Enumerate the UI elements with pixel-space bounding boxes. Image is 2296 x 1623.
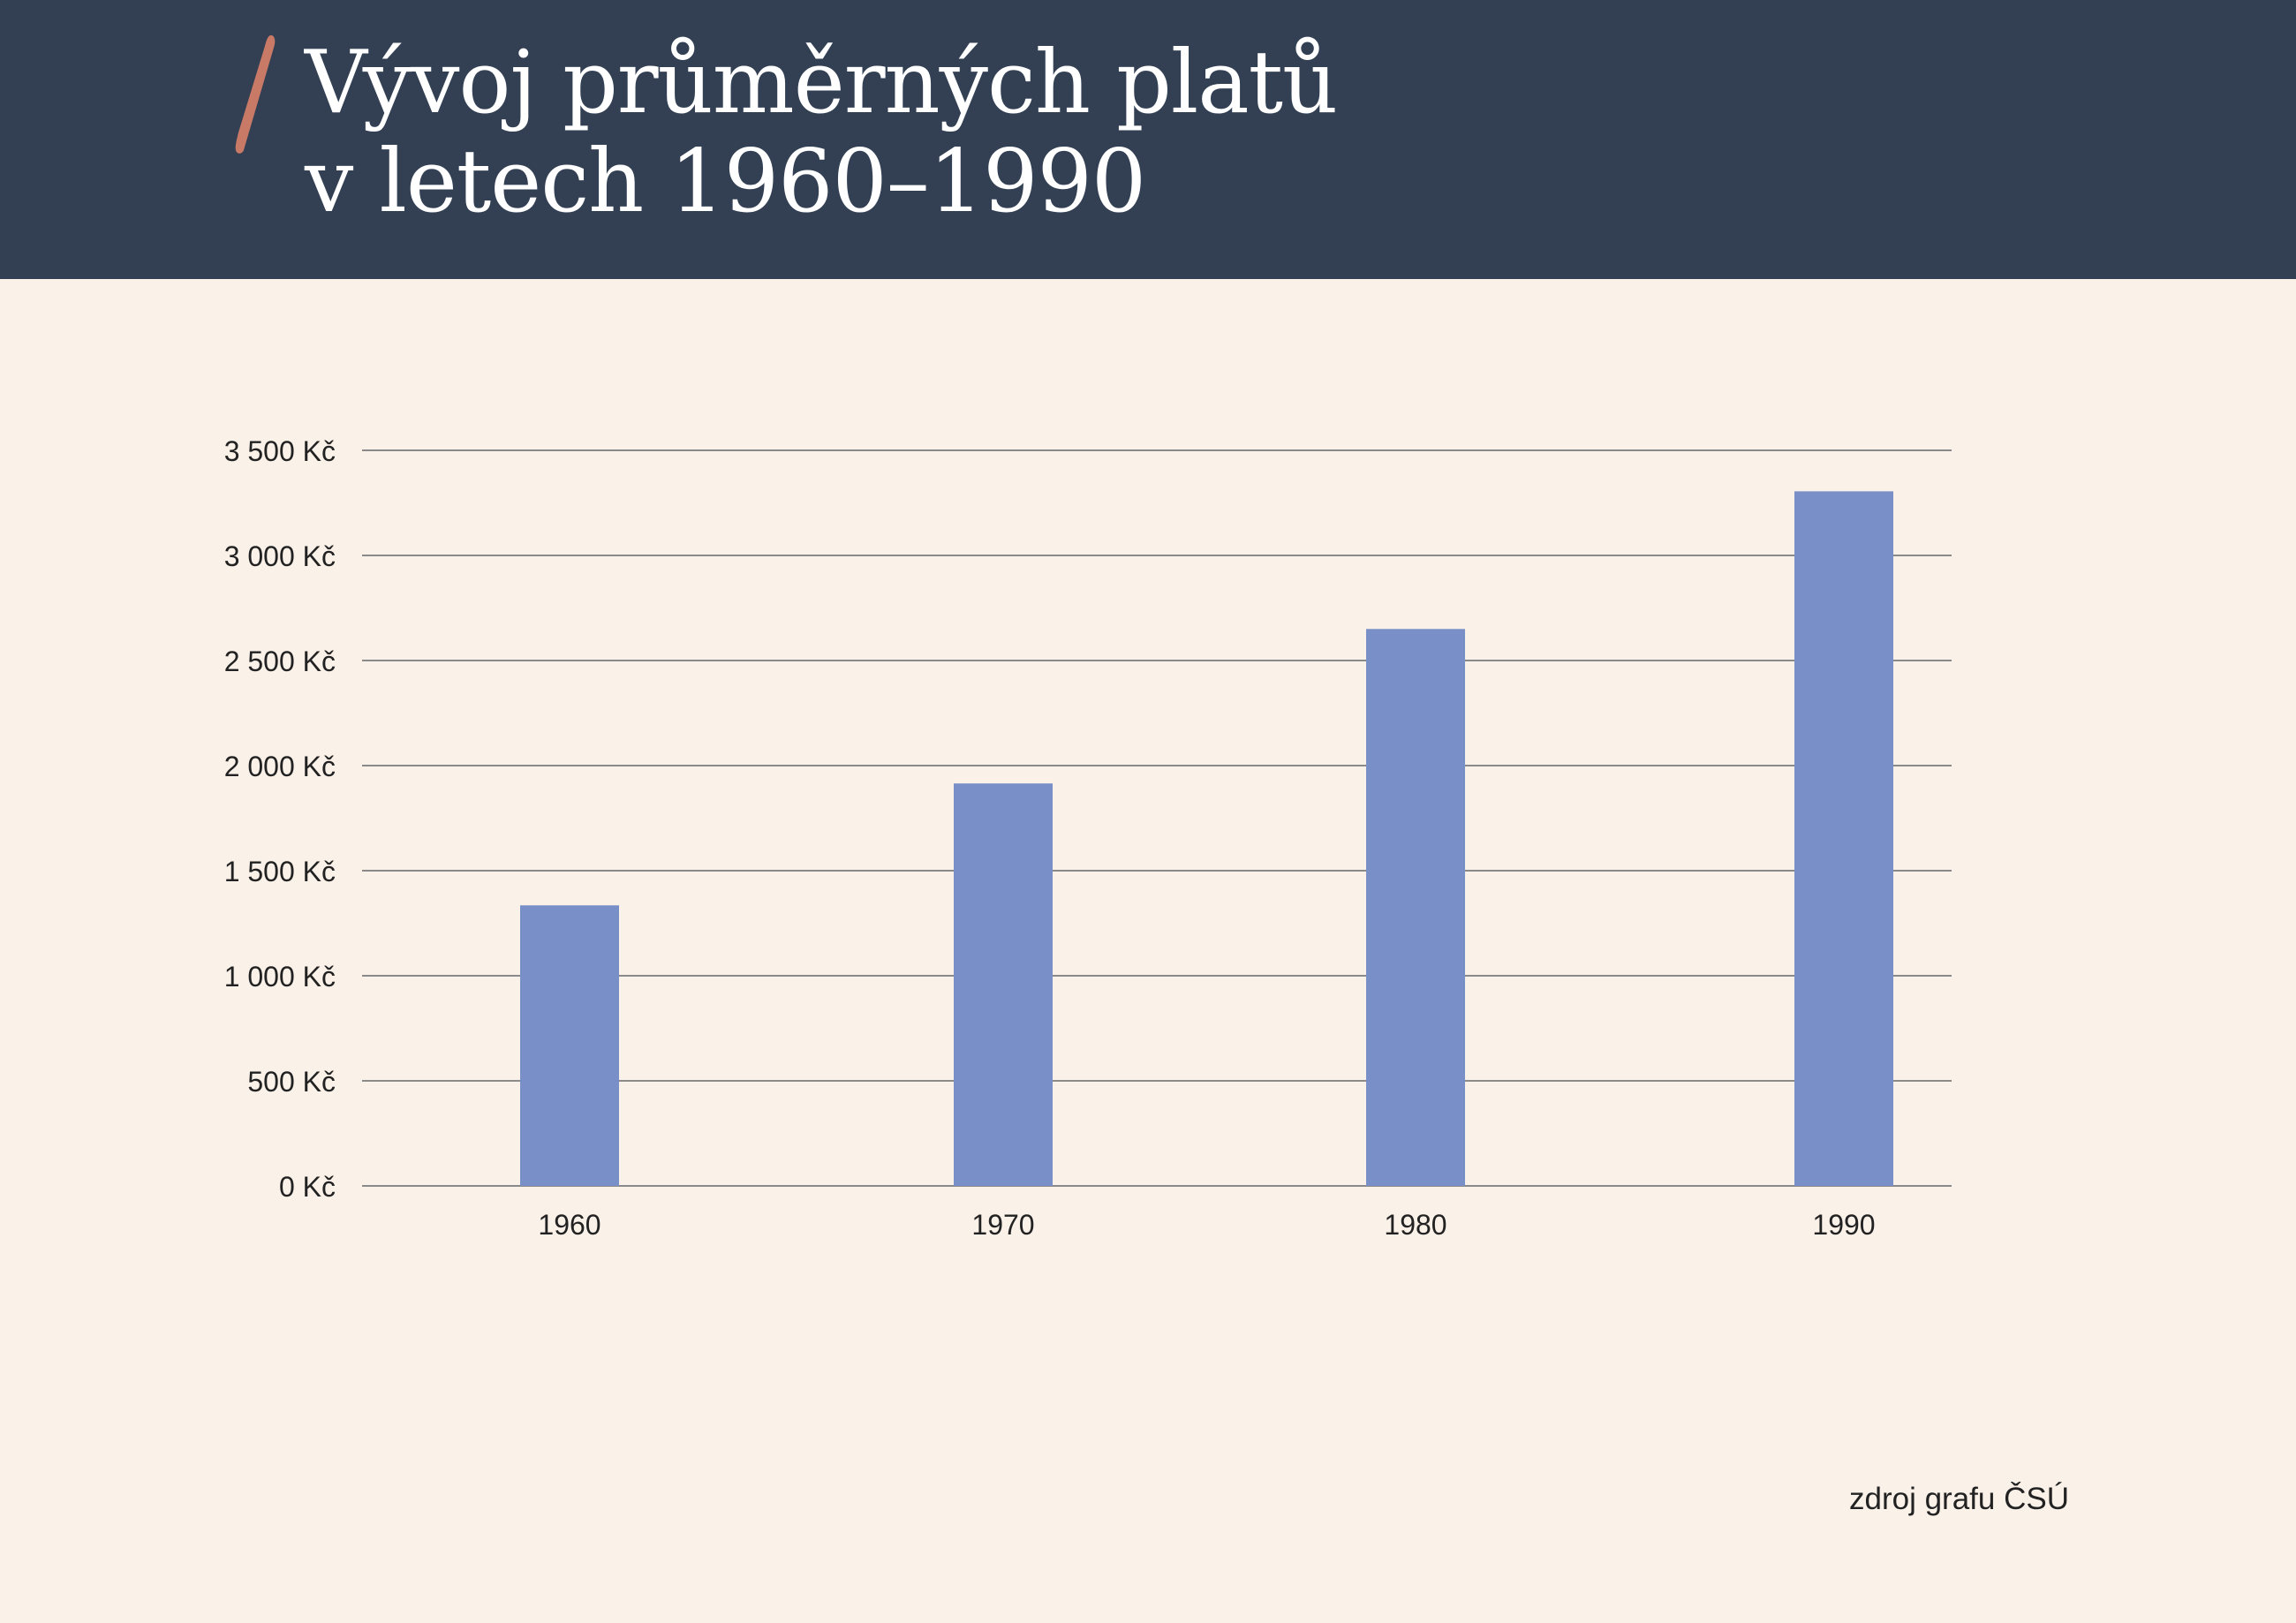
title-line-1: Vývoj průměrných platů	[305, 33, 1338, 133]
bar	[520, 905, 619, 1186]
bar	[1794, 491, 1893, 1186]
y-tick-label: 500 Kč	[247, 1066, 336, 1098]
y-tick-label: 0 Kč	[279, 1171, 336, 1203]
x-tick-label: 1970	[971, 1209, 1034, 1241]
y-tick-label: 3 500 Kč	[224, 435, 336, 467]
header-banner: Vývoj průměrných platů v letech 1960–199…	[0, 0, 2296, 279]
brush-stroke-icon	[235, 34, 276, 154]
y-tick-label: 1 500 Kč	[224, 856, 336, 887]
chart-source-note: zdroj grafu ČSÚ	[1849, 1482, 2069, 1516]
y-tick-label: 3 000 Kč	[224, 540, 336, 572]
bar	[1366, 629, 1465, 1186]
page-title: Vývoj průměrných platů v letech 1960–199…	[305, 33, 1338, 232]
y-tick-label: 2 000 Kč	[224, 751, 336, 782]
x-tick-label: 1960	[538, 1209, 600, 1241]
x-tick-label: 1980	[1384, 1209, 1446, 1241]
x-tick-label: 1990	[1812, 1209, 1875, 1241]
title-line-2: v letech 1960–1990	[305, 132, 1146, 232]
salary-bar-chart: 0 Kč 500 Kč 1 000 Kč 1 500 Kč 2 000 Kč 2 500 …	[224, 435, 1952, 1241]
y-tick-label: 2 500 Kč	[224, 645, 336, 677]
y-tick-label: 1 000 Kč	[224, 961, 336, 993]
bar	[954, 783, 1053, 1186]
